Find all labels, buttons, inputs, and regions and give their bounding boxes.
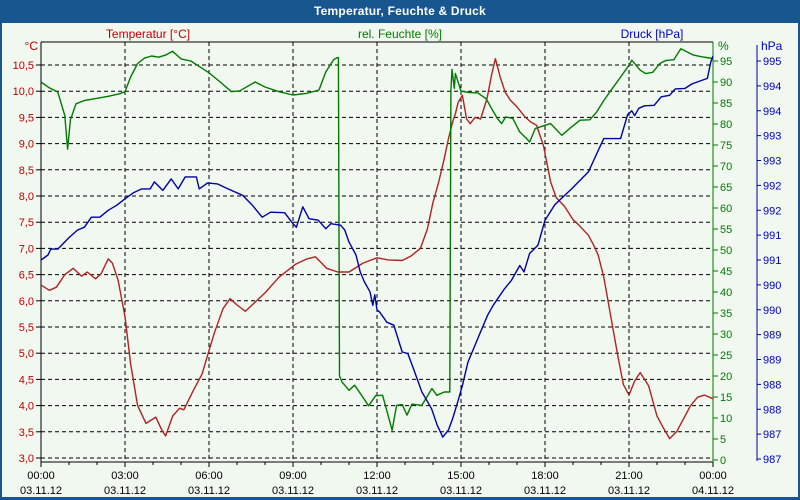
humidity-tick-label: 15 bbox=[720, 392, 732, 404]
humidity-curve bbox=[41, 48, 713, 431]
pressure-tick-label: 992 bbox=[763, 180, 781, 192]
temperature-tick-label: 3,5 bbox=[19, 427, 34, 439]
humidity-tick-label: 85 bbox=[720, 98, 732, 110]
temperature-tick-label: 6,0 bbox=[19, 296, 34, 308]
pressure-tick-label: 993 bbox=[763, 156, 781, 168]
chart-plot-canvas: 10,5 10,0 9,5 9,0 8,5 8,0 7,5 7,0 6,5 6,0 5,5 5,0 4,… bbox=[13, 41, 781, 497]
temperature-tick-label: 6,5 bbox=[19, 270, 34, 282]
temperature-tick-label: 7,0 bbox=[19, 243, 34, 255]
humidity-tick-label: 60 bbox=[720, 203, 732, 215]
curves-group bbox=[41, 48, 713, 440]
window-border-bottom bbox=[0, 497, 800, 500]
temperature-tick-label: 4,5 bbox=[19, 374, 34, 386]
temperature-tick-label: 8,0 bbox=[19, 191, 34, 203]
humidity-tick-label: 90 bbox=[720, 77, 732, 89]
humidity-tick-label: 95 bbox=[720, 56, 732, 68]
humidity-tick-label: 30 bbox=[720, 329, 732, 341]
humidity-tick-label: 65 bbox=[720, 182, 732, 194]
humidity-series-label: rel. Feuchte [%] bbox=[357, 27, 443, 41]
pressure-tick-label: 990 bbox=[763, 305, 781, 317]
pressure-curve bbox=[41, 55, 713, 438]
x-date-label: 03.11.12 bbox=[440, 485, 482, 497]
temperature-tick-label: 8,5 bbox=[19, 165, 34, 177]
x-date-label: 04.11.12 bbox=[692, 485, 734, 497]
humidity-tick-label: 45 bbox=[720, 266, 732, 278]
x-time-label: 09:00 bbox=[279, 470, 307, 482]
window-border-left bbox=[0, 0, 2, 500]
pressure-tick-label: 993 bbox=[763, 131, 781, 143]
x-date-label: 03.11.12 bbox=[524, 485, 566, 497]
humidity-tick-label: 40 bbox=[720, 287, 732, 299]
window-title: Temperatur, Feuchte & Druck bbox=[314, 4, 486, 18]
pressure-tick-label: 995 bbox=[763, 56, 781, 68]
temperature-tick-label: 4,0 bbox=[19, 401, 34, 413]
humidity-axis-unit: % bbox=[718, 39, 729, 53]
pressure-tick-label: 988 bbox=[763, 404, 781, 416]
humidity-tick-label: 55 bbox=[720, 224, 732, 236]
humidity-tick-label: 10 bbox=[720, 413, 732, 425]
temperature-tick-label: 10,0 bbox=[13, 86, 34, 98]
temperature-axis-unit: °C bbox=[24, 39, 38, 53]
x-time-label: 18:00 bbox=[531, 470, 559, 482]
temperature-tick-label: 10,5 bbox=[13, 60, 34, 72]
x-time-label: 06:00 bbox=[195, 470, 223, 482]
temperature-tick-label: 9,0 bbox=[19, 139, 34, 151]
x-date-label: 03.11.12 bbox=[104, 485, 146, 497]
pressure-tick-label: 994 bbox=[763, 81, 781, 93]
x-date-label: 03.11.12 bbox=[272, 485, 314, 497]
humidity-tick-label: 5 bbox=[720, 434, 726, 446]
humidity-tick-label: 75 bbox=[720, 140, 732, 152]
pressure-tick-label: 989 bbox=[763, 330, 781, 342]
x-time-label: 00:00 bbox=[27, 470, 55, 482]
humidity-tick-label: 20 bbox=[720, 371, 732, 383]
temperature-tick-label: 5,5 bbox=[19, 322, 34, 334]
humidity-tick-label: 25 bbox=[720, 350, 732, 362]
temperature-tick-label: 9,5 bbox=[19, 112, 34, 124]
x-time-label: 12:00 bbox=[363, 470, 391, 482]
pressure-tick-label: 987 bbox=[763, 429, 781, 441]
temperature-tick-label: 5,0 bbox=[19, 348, 34, 360]
pressure-series-label: Druck [hPa] bbox=[620, 27, 684, 41]
temperature-tick-label: 3,0 bbox=[19, 453, 34, 465]
temperature-curve bbox=[41, 58, 713, 440]
pressure-tick-label: 987 bbox=[763, 454, 781, 466]
pressure-tick-label: 991 bbox=[763, 255, 781, 267]
temperature-series-label: Temperatur [°C] bbox=[105, 27, 191, 41]
x-time-label: 15:00 bbox=[447, 470, 475, 482]
pressure-tick-label: 994 bbox=[763, 106, 781, 118]
x-date-label: 03.11.12 bbox=[356, 485, 398, 497]
x-date-label: 03.11.12 bbox=[608, 485, 650, 497]
pressure-tick-label: 988 bbox=[763, 379, 781, 391]
humidity-tick-label: 70 bbox=[720, 161, 732, 173]
window-border-right bbox=[798, 0, 800, 500]
temperature-tick-label: 7,5 bbox=[19, 217, 34, 229]
humidity-tick-label: 0 bbox=[720, 455, 726, 467]
pressure-tick-label: 990 bbox=[763, 280, 781, 292]
x-time-label: 00:00 bbox=[699, 470, 727, 482]
humidity-tick-label: 35 bbox=[720, 308, 732, 320]
title-bar: Temperatur, Feuchte & Druck bbox=[0, 0, 800, 23]
pressure-tick-label: 992 bbox=[763, 205, 781, 217]
humidity-tick-label: 80 bbox=[720, 119, 732, 131]
x-time-label: 21:00 bbox=[615, 470, 643, 482]
pressure-tick-label: 991 bbox=[763, 230, 781, 242]
x-date-label: 03.11.12 bbox=[188, 485, 230, 497]
x-date-label: 03.11.12 bbox=[20, 485, 62, 497]
pressure-axis-unit: hPa bbox=[761, 39, 783, 53]
pressure-tick-label: 989 bbox=[763, 355, 781, 367]
humidity-tick-label: 50 bbox=[720, 245, 732, 257]
x-time-label: 03:00 bbox=[111, 470, 139, 482]
